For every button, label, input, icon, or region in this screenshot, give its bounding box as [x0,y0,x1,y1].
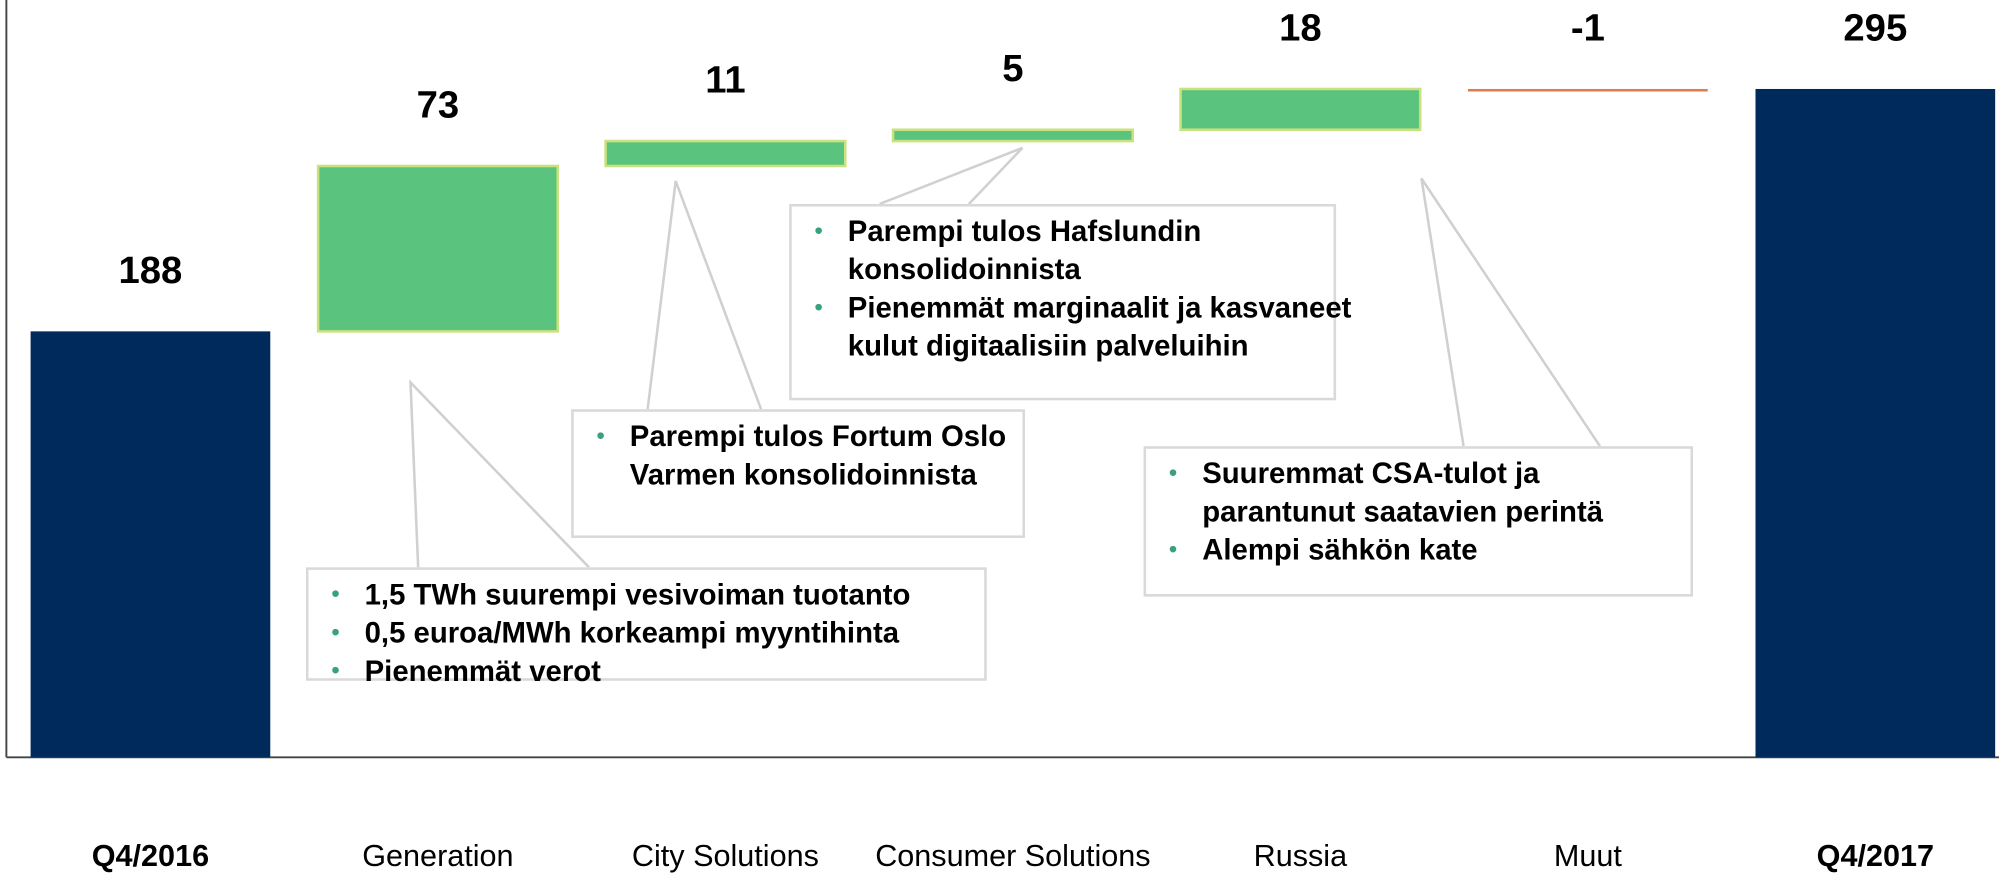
x-tick-label: Q4/2017 [1817,839,1934,873]
bullet-list: Parempi tulos Hafslundin konsolidoinnist… [792,212,1358,365]
data-label: 11 [705,59,745,102]
bullet-list: Suuremmat CSA-tulot ja parantunut saatav… [1146,454,1687,569]
x-tick-label: Consumer Solutions [875,839,1150,873]
data-label: -1 [1571,6,1605,49]
bar [30,331,271,758]
bullet: Alempi sähkön kate [1146,530,1687,568]
bar [604,139,847,168]
x-tick-label: Generation [362,839,513,873]
bullet: 0,5 euroa/MWh korkeampi myyntihinta [309,613,985,651]
callout-line [646,180,763,410]
callout-line [409,379,590,569]
bullet: Pienemmät marginaalit ja kasvaneet kulut… [792,288,1358,364]
bullet: Parempi tulos Hafslundin konsolidoinnist… [792,212,1358,288]
annotation: Parempi tulos Hafslundin konsolidoinnist… [789,203,1351,401]
x-tick-label: Q4/2016 [92,839,209,873]
annotation: Parempi tulos Fortum Oslo Varmen konsoli… [571,409,1025,538]
bar [1755,88,1996,758]
annotation: 1,5 TWh suurempi vesivoiman tuotanto0,5 … [305,567,987,690]
bar [316,164,560,333]
bullet: Parempi tulos Fortum Oslo Varmen konsoli… [574,417,1013,493]
bullet-list: 1,5 TWh suurempi vesivoiman tuotanto0,5 … [309,575,985,690]
data-label: 295 [1843,6,1907,49]
annotation: Suuremmat CSA-tulot ja parantunut saatav… [1143,446,1694,597]
data-label: 188 [119,249,183,292]
data-label: 73 [417,83,460,126]
callout-line [1420,177,1602,447]
data-label: 18 [1279,6,1322,49]
callout-line [879,146,1024,206]
bullet: 1,5 TWh suurempi vesivoiman tuotanto [309,575,985,613]
bar [1179,87,1422,132]
bar [891,128,1134,143]
x-tick-label: City Solutions [632,839,819,873]
x-tick-label: Muut [1554,839,1622,873]
bullet-list: Parempi tulos Fortum Oslo Varmen konsoli… [574,417,1013,493]
bullet: Pienemmät verot [309,651,985,689]
bar [1468,88,1708,92]
bullet: Suuremmat CSA-tulot ja parantunut saatav… [1146,454,1687,530]
data-label: 5 [1002,47,1023,90]
x-tick-label: Russia [1254,839,1347,873]
